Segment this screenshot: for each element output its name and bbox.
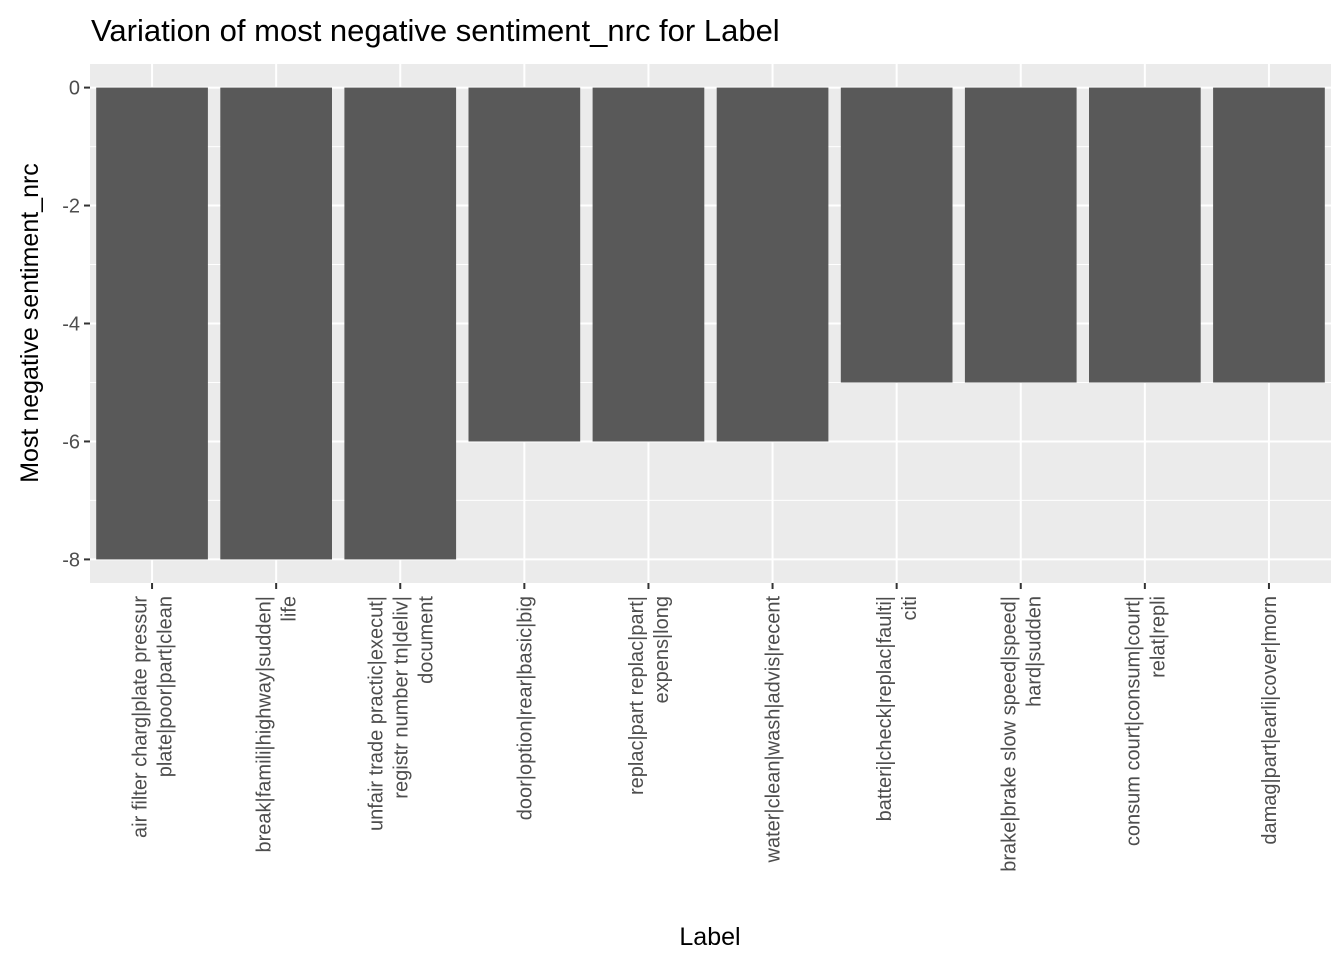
bar xyxy=(1089,87,1201,383)
x-tick-label: break|famili|highway|sudden| xyxy=(254,596,276,852)
x-tick-label: registr number tn|deliv| xyxy=(390,596,412,799)
x-tick-label: hard|sudden xyxy=(1023,596,1045,707)
y-tick-label: -2 xyxy=(62,196,80,218)
y-axis: 0 -2 -4 -6 -8 xyxy=(62,78,90,571)
x-tick-label: replac|part replac|part| xyxy=(626,596,648,795)
x-tick-label: life xyxy=(279,596,301,622)
x-tick-label: consum court|consum|court| xyxy=(1122,596,1144,846)
bar xyxy=(840,87,953,383)
bar xyxy=(964,87,1077,383)
x-tick-label: damag|part|earli|cover|morn xyxy=(1259,596,1281,845)
bar xyxy=(468,87,581,442)
x-tick-label: door|option|rear|basic|big xyxy=(514,596,536,820)
x-axis-label: Label xyxy=(679,923,740,951)
x-tick-label: relat|repli xyxy=(1147,596,1169,678)
y-axis-label: Most negative sentiment_nrc xyxy=(16,163,44,483)
x-tick-label: water|clean|wash|advis|recent xyxy=(763,596,785,864)
x-tick-label: air filter charg|plate pressur xyxy=(130,596,152,838)
x-tick-label: plate|poor|part|clean xyxy=(155,596,177,777)
x-tick-label: batteri|check|replac|faulti| xyxy=(874,596,896,821)
bars xyxy=(96,87,1325,560)
chart-title: Variation of most negative sentiment_nrc… xyxy=(91,13,780,48)
bar xyxy=(716,87,829,442)
x-tick-label: unfair trade practic|execut| xyxy=(365,596,387,831)
bar xyxy=(96,87,208,560)
bar xyxy=(344,87,457,560)
bar xyxy=(220,87,332,560)
x-tick-label: expens|long xyxy=(651,596,673,704)
y-tick-label: 0 xyxy=(69,78,80,100)
y-tick-label: -8 xyxy=(62,549,80,571)
bar xyxy=(1213,87,1325,383)
x-tick-label: document xyxy=(415,596,437,684)
y-tick-label: -6 xyxy=(62,431,80,453)
x-tick-label: brake|brake slow speed|speed| xyxy=(998,596,1020,872)
bar xyxy=(592,87,705,442)
x-tick-label: citi xyxy=(899,596,921,620)
x-axis: air filter charg|plate pressur plate|poor… xyxy=(130,583,1281,872)
y-tick-label: -4 xyxy=(62,314,80,336)
